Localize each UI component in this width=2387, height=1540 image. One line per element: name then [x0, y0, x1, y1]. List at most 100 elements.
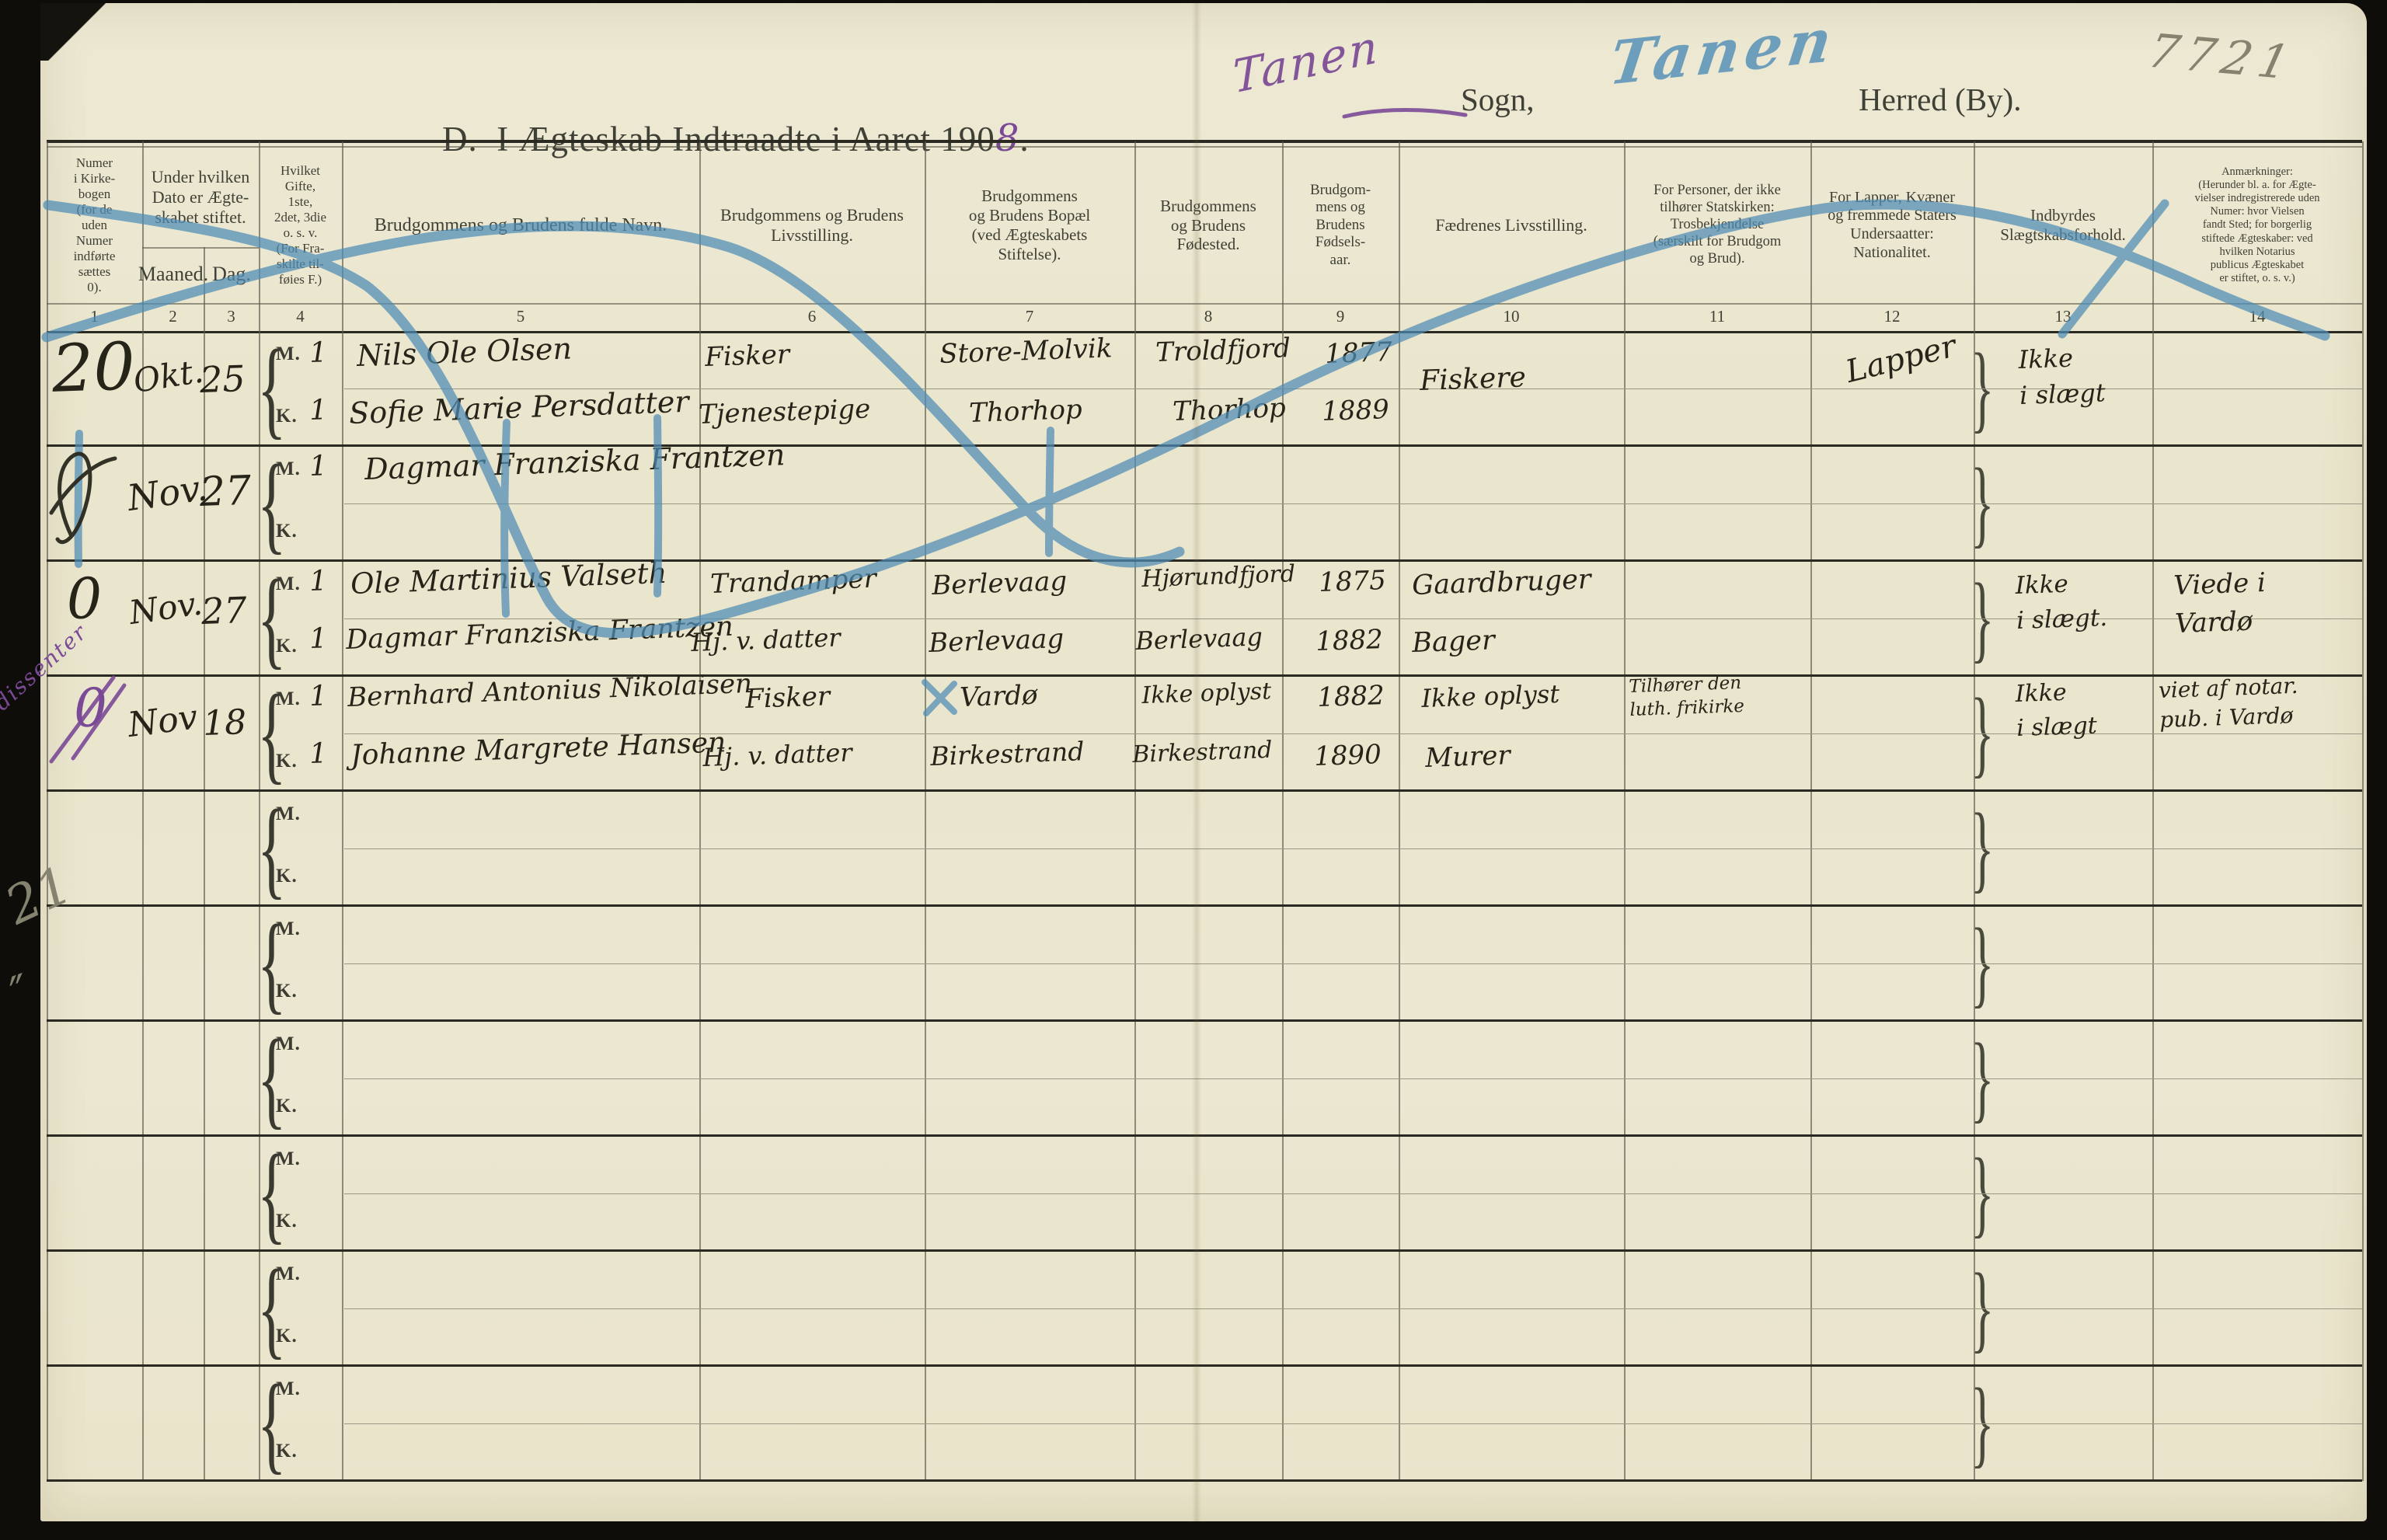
sogn-label: Sogn, — [1461, 82, 1535, 117]
page-corner-shadow — [40, 3, 115, 61]
column-line — [2362, 141, 2364, 1481]
bride-row-label: K. — [276, 981, 298, 1002]
kinship: Ikke i slægt. — [2015, 570, 2108, 635]
kinship-brace: } — [1971, 1139, 1995, 1247]
groom-marriage-number: 1 — [308, 565, 328, 598]
column-number: 8 — [1204, 306, 1213, 326]
bride-name: Sofie Marie Persdatter — [348, 384, 690, 430]
column-header: Brudgommens og Brudens Livsstilling. — [720, 205, 904, 245]
column-line — [1974, 141, 1975, 1481]
column-header: Brudgommens og Brudens Bopæl (ved Ægtesk… — [968, 186, 1091, 263]
fathers-occupation: Fiskere — [1419, 361, 1527, 397]
groom-row-label: M. — [276, 1263, 301, 1284]
kinship-brace: } — [1971, 1254, 1995, 1362]
groom-creed: Tilhører den luth. frikirke — [1628, 672, 1745, 720]
register-entry-1: 20 Okt. 25 1 1 Nils Ole Olsen Sofie Mari… — [0, 328, 2387, 446]
bride-birth-year: 1889 — [1321, 394, 1390, 427]
groom-bride-brace: { — [257, 1016, 287, 1139]
groom-bride-brace: { — [257, 1246, 287, 1369]
column-line — [342, 141, 343, 1481]
groom-occupation: Trandamper — [709, 563, 877, 600]
entry-separator — [47, 674, 2362, 677]
entry-number: 0 — [65, 565, 103, 632]
groom-row-label: M. — [276, 918, 301, 939]
bride-occupation: Hj. v. datter — [702, 737, 853, 772]
column-number: 10 — [1503, 306, 1520, 326]
column-number: 14 — [2249, 306, 2266, 326]
groom-residence: Store-Molvik — [939, 333, 1113, 370]
entry-separator — [47, 1479, 2362, 1482]
column-header: Fædrenes Livsstilling. — [1435, 215, 1587, 235]
groom-marriage-number: 1 — [308, 680, 328, 713]
entry-separator — [47, 1364, 2362, 1367]
entry-day: 25 — [199, 357, 246, 401]
bride-row-label: K. — [276, 1441, 298, 1462]
register-entry-3: 0 Nov. 27 1 1 Ole Martinius Valseth Dagm… — [0, 556, 2387, 676]
column-header: Brudgom- mens og Brudens Fødsels- aar. — [1309, 181, 1371, 268]
column-subheader: Dag. — [212, 262, 251, 285]
bride-residence: Thorhop — [968, 393, 1083, 429]
kinship-brace: } — [1971, 679, 1995, 787]
table-top-rule-thin — [47, 146, 2362, 148]
groom-marriage-number: 1 — [308, 450, 328, 483]
bride-name: Dagmar Franziska Frantzen — [345, 611, 734, 656]
column-number: 2 — [169, 306, 177, 326]
groom-bride-divider — [344, 1308, 2362, 1310]
groom-fathers-occupation: Gaardbruger — [1411, 563, 1592, 601]
column-number: 5 — [516, 306, 525, 326]
column-header: Indbyrdes Slægtskabsforhold. — [2000, 206, 2126, 244]
groom-name: Nils Ole Olsen — [356, 331, 573, 373]
entry-month: Nov — [125, 697, 200, 745]
groom-birthplace: Troldfjord — [1155, 332, 1291, 368]
column-header: Numer i Kirke- bogen (for de uden Numer … — [73, 155, 116, 295]
bride-row-label: K. — [276, 1096, 298, 1117]
kinship-brace: } — [1971, 1024, 1995, 1132]
groom-occupation: Fisker — [744, 681, 831, 715]
entry-month: Nov. — [124, 466, 211, 519]
column-line — [142, 141, 144, 1481]
groom-birthplace: Hjørundfjord — [1141, 560, 1296, 593]
column-line — [47, 141, 48, 1481]
entry-day: 18 — [202, 702, 247, 744]
page-title: D. I Ægteskab Indtraadte i Aaret 1908. — [404, 76, 1030, 200]
groom-fathers-occupation: Ikke oplyst — [1420, 678, 1560, 713]
bride-row-label: K. — [276, 1211, 298, 1232]
groom-row-label: M. — [276, 1378, 301, 1399]
column-line — [1624, 141, 1626, 1481]
entry-day: 27 — [198, 467, 253, 516]
kinship-brace: } — [1971, 909, 1995, 1017]
column-subheader: Maaned. — [138, 262, 209, 285]
bride-row-label: K. — [276, 1326, 298, 1347]
groom-bride-divider — [344, 963, 2362, 965]
bride-birthplace: Berlevaag — [1134, 622, 1263, 656]
column-number: 11 — [1709, 306, 1726, 326]
bride-name: Johanne Margrete Hansen — [350, 726, 727, 772]
bride-residence: Birkestrand — [929, 736, 1085, 772]
kinship-brace: } — [1971, 1369, 1995, 1477]
bride-fathers-occupation: Bager — [1411, 625, 1496, 659]
groom-bride-brace: { — [257, 786, 287, 909]
column-line — [699, 141, 701, 1481]
page-title-text: D. I Ægteskab Indtraadte i Aaret 190 — [442, 120, 995, 159]
column-number: 12 — [1883, 306, 1901, 326]
groom-row-label: M. — [276, 1148, 301, 1169]
entry-month: Okt. — [131, 351, 207, 400]
bride-birthplace: Birkestrand — [1131, 736, 1274, 768]
entry-day: 27 — [200, 588, 248, 632]
column-header: For Personer, der ikke tilhører Statskir… — [1653, 183, 1782, 267]
column-header: Brudgommens og Brudens Fødested. — [1160, 196, 1256, 254]
groom-bride-divider — [344, 1423, 2362, 1425]
column-line — [204, 247, 205, 1481]
groom-bride-brace: { — [257, 901, 287, 1024]
bride-birth-year: 1882 — [1315, 624, 1384, 657]
register-entry-4: 0 Nov 18 1 1 Bernhard Antonius Nikolaise… — [0, 668, 2387, 791]
bride-occupation: Hj. v. datter — [690, 622, 842, 657]
groom-bride-brace: { — [257, 1361, 287, 1484]
column-number: 1 — [90, 306, 99, 326]
herred-label: Herred (By). — [1859, 82, 2022, 117]
register-entry-2-struck: Nov. 27 1 Dagmar Franziska Frantzen — [0, 437, 2387, 561]
bride-occupation: Tjenestepige — [698, 393, 871, 430]
table-top-rule — [47, 140, 2362, 143]
column-header: Anmærkninger: (Herunder bl. a. for Ægte-… — [2194, 165, 2320, 284]
